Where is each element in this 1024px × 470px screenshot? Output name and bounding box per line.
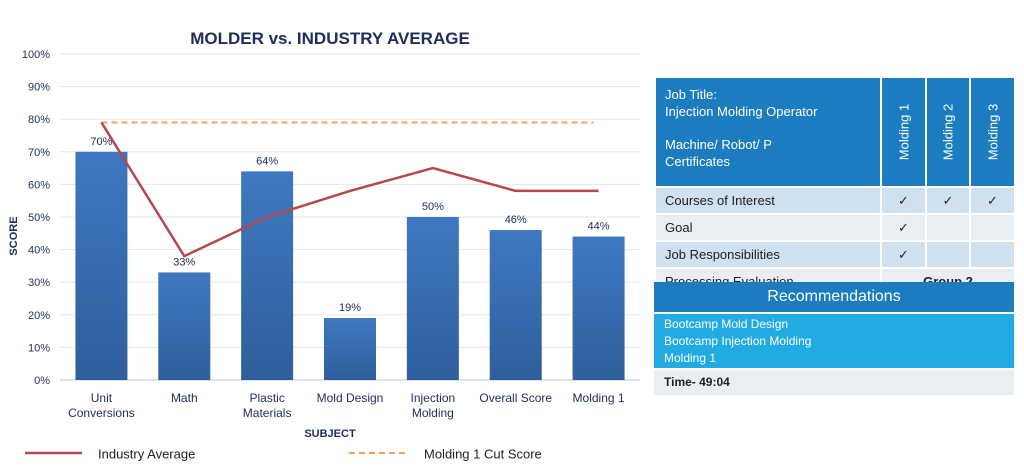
- x-tick-label: Molding: [412, 406, 454, 420]
- x-tick-label: Math: [171, 391, 198, 405]
- x-tick-label: Unit: [91, 391, 113, 405]
- value-label: 46%: [505, 214, 527, 226]
- check-mark: [969, 240, 1016, 269]
- legend: Industry Average Molding 1 Cut Score: [25, 446, 542, 461]
- recommendation-item: Molding 1: [664, 351, 717, 365]
- table-row: Goal ✓: [654, 213, 1016, 242]
- bar: [324, 318, 376, 380]
- column-molding-1-label: Molding 1: [896, 103, 911, 161]
- row-label: Goal: [654, 213, 882, 242]
- time-label: Time- 49:04: [654, 370, 1014, 395]
- job-title-value: Injection Molding Operator: [665, 104, 818, 119]
- y-tick-label: 60%: [28, 179, 50, 191]
- recommendation-item: Bootcamp Injection Molding: [664, 334, 812, 348]
- recommendation-item: Bootcamp Mold Design: [664, 317, 789, 331]
- x-tick-label: Injection: [411, 391, 456, 405]
- bar: [241, 171, 294, 380]
- job-info-cell: Job Title: Injection Molding Operator Ma…: [654, 76, 882, 188]
- y-tick-label: 30%: [28, 277, 50, 289]
- industry-average-line: [100, 121, 599, 258]
- y-tick-label: 100%: [22, 49, 50, 61]
- x-tick-label: Conversions: [68, 406, 135, 420]
- job-table: Job Title: Injection Molding Operator Ma…: [654, 76, 1016, 296]
- check-mark: ✓: [880, 240, 927, 269]
- row-label: Courses of Interest: [654, 186, 882, 215]
- check-mark: [925, 240, 971, 269]
- row-label: Job Responsibilities: [654, 240, 882, 269]
- x-tick-label: Plastic: [249, 391, 284, 405]
- y-tick-label: 20%: [28, 310, 50, 322]
- check-mark: [925, 213, 971, 242]
- chart: MOLDER vs. INDUSTRY AVERAGE 0% 10% 20% 30% 4…: [8, 29, 640, 461]
- y-tick-label: 10%: [28, 342, 50, 354]
- column-molding-1: Molding 1: [880, 76, 927, 188]
- y-tick-label: 90%: [28, 82, 50, 94]
- value-label: 44%: [588, 221, 610, 233]
- recommendations-title: Recommendations: [654, 282, 1014, 312]
- gridlines: [60, 53, 640, 381]
- legend-cut-label: Molding 1 Cut Score: [424, 446, 542, 461]
- check-mark: ✓: [925, 186, 971, 215]
- bars: [75, 151, 625, 380]
- job-panel: Job Title: Injection Molding Operator Ma…: [654, 76, 1016, 296]
- check-mark: ✓: [880, 213, 927, 242]
- value-label: 50%: [422, 201, 444, 213]
- bar: [158, 272, 211, 380]
- value-label: 33%: [173, 256, 195, 268]
- certificates-label: Certificates: [665, 154, 731, 169]
- job-table-header: Job Title: Injection Molding Operator Ma…: [654, 76, 1016, 188]
- y-tick-label: 40%: [28, 245, 50, 257]
- value-label: 70%: [90, 136, 112, 148]
- x-tick-label: Materials: [243, 406, 292, 420]
- y-tick-label: 70%: [28, 147, 50, 159]
- table-row: Job Responsibilities ✓: [654, 240, 1016, 269]
- y-axis-ticks: 0% 10% 20% 30% 40% 50% 60% 70% 80% 90% 100%: [22, 49, 50, 387]
- bar: [572, 236, 625, 380]
- value-label: 19%: [339, 302, 361, 314]
- y-axis-label: SCORE: [8, 216, 20, 255]
- x-axis-label: SUBJECT: [304, 428, 356, 440]
- column-molding-3: Molding 3: [969, 76, 1016, 188]
- chart-title: MOLDER vs. INDUSTRY AVERAGE: [190, 29, 470, 48]
- bar: [489, 230, 542, 380]
- x-tick-label: Molding 1: [573, 391, 625, 405]
- check-mark: ✓: [880, 186, 927, 215]
- check-mark: ✓: [969, 186, 1016, 215]
- y-tick-label: 0%: [34, 375, 50, 387]
- job-title-label: Job Title:: [665, 87, 718, 102]
- x-tick-label: Overall Score: [479, 391, 552, 405]
- y-tick-label: 50%: [28, 212, 50, 224]
- table-row: Courses of Interest ✓ ✓ ✓: [654, 186, 1016, 215]
- column-molding-2: Molding 2: [925, 76, 971, 188]
- x-tick-label: Mold Design: [317, 391, 384, 405]
- value-labels: 70% 33% 64% 19% 50% 46% 44%: [90, 136, 609, 314]
- y-tick-label: 80%: [28, 114, 50, 126]
- recommendations-list: Bootcamp Mold Design Bootcamp Injection …: [654, 314, 1014, 368]
- bar: [406, 217, 459, 380]
- value-label: 64%: [256, 155, 278, 167]
- column-molding-3-label: Molding 3: [985, 103, 1000, 161]
- bar: [75, 151, 128, 380]
- legend-industry-label: Industry Average: [98, 446, 195, 461]
- column-molding-2-label: Molding 2: [940, 103, 956, 161]
- check-mark: [969, 213, 1016, 242]
- machine-label: Machine/ Robot/ P: [665, 137, 772, 152]
